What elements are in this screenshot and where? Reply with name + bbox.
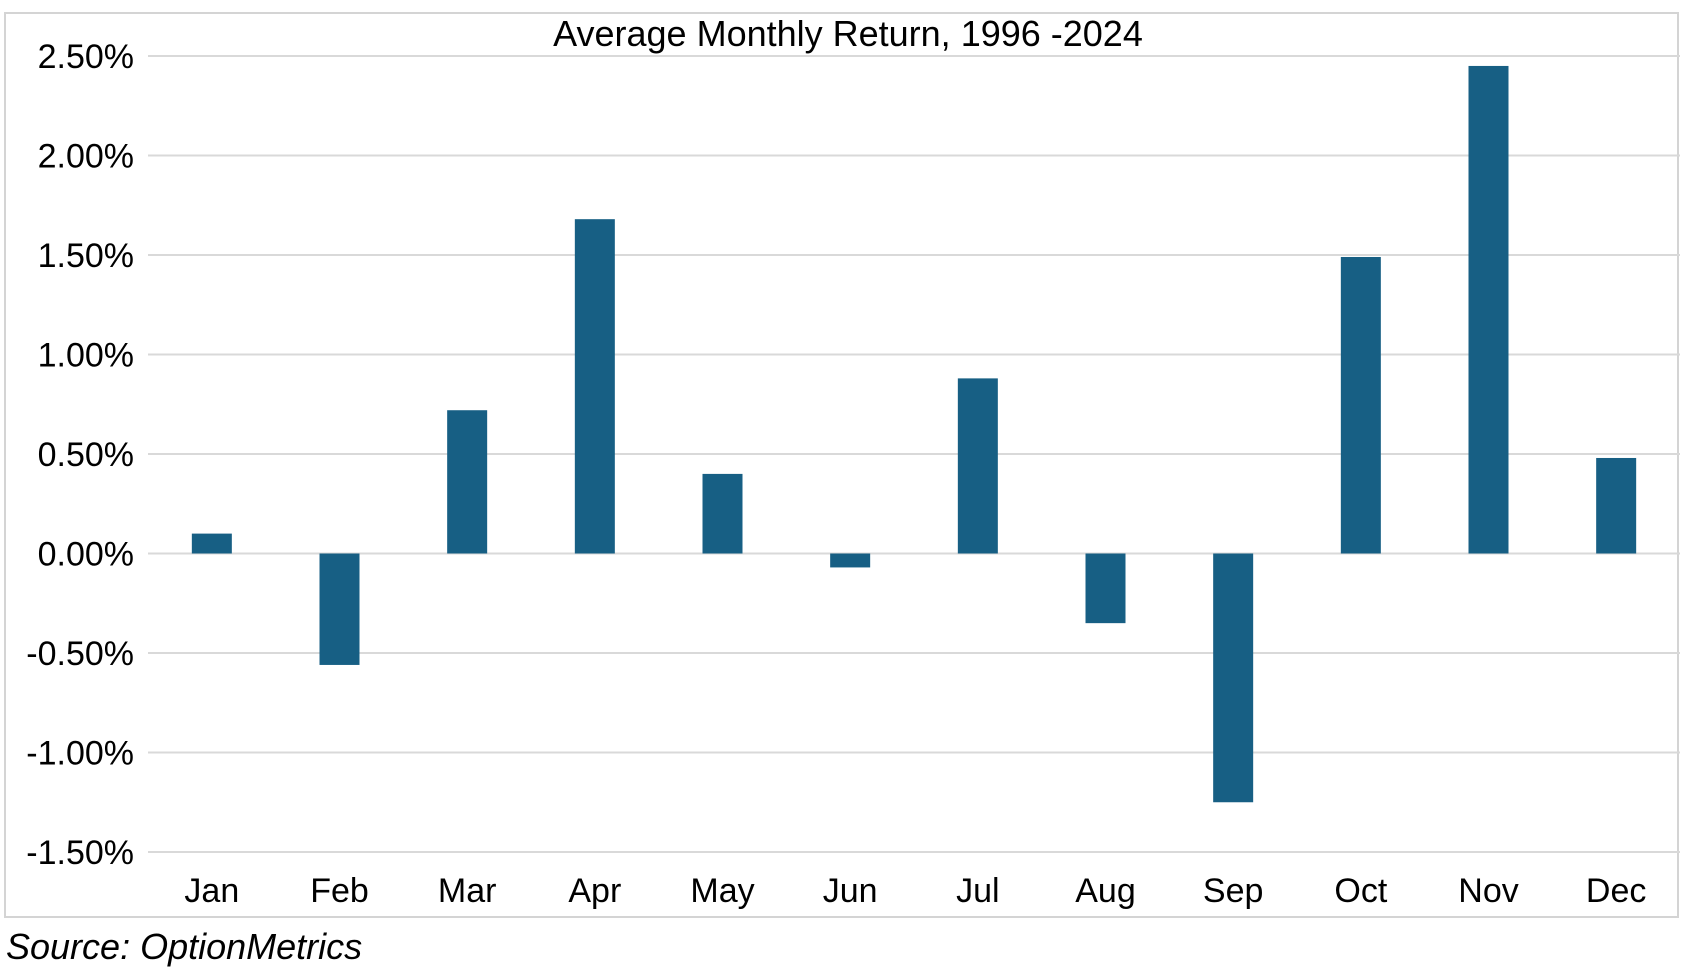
bar-may [702,473,743,554]
bar-dec [1596,457,1637,554]
y-axis-tick-labels: 2.50% 2.00% 1.50% 1.00% 0.50% 0.00% -0.50% -1.0… [26,38,134,872]
x-axis-tick-labels: Jan Feb Mar Apr May Jun Jul Aug Sep Oct Nov Dec [184,872,1646,910]
y-tick-label: -1.50% [26,834,134,872]
gridlines [148,55,1680,853]
bar-mar [447,410,488,554]
bar-jun [830,553,871,568]
y-tick-label: 0.00% [38,536,134,574]
bar-apr [574,219,615,554]
x-tick-label-may: May [690,872,754,910]
x-tick-label-aug: Aug [1075,872,1136,910]
y-tick-label: 2.50% [38,38,134,76]
chart-frame [4,12,1679,918]
bar-aug [1085,553,1126,624]
x-tick-label-mar: Mar [438,872,497,910]
bar-nov [1468,65,1509,554]
x-tick-label-feb: Feb [310,872,369,910]
x-tick-label-jun: Jun [823,872,878,910]
bar-oct [1340,256,1381,554]
source-note: Source: OptionMetrics [6,926,363,967]
y-tick-label: 1.00% [38,337,134,375]
x-tick-label-nov: Nov [1458,872,1518,910]
y-tick-label: 2.00% [38,138,134,176]
x-tick-label-apr: Apr [568,872,621,910]
bar-jul [957,378,998,554]
x-tick-label-sep: Sep [1203,872,1264,910]
y-tick-label: -1.00% [26,735,134,773]
bar-jan [191,533,232,554]
x-tick-label-dec: Dec [1586,872,1646,910]
bar-sep [1213,553,1254,803]
y-tick-label: 1.50% [38,237,134,275]
bar-feb [319,553,360,665]
x-tick-label-oct: Oct [1334,872,1387,910]
y-tick-label: 0.50% [38,436,134,474]
x-tick-label-jan: Jan [184,872,239,910]
y-tick-label: -0.50% [26,635,134,673]
x-tick-label-jul: Jul [956,872,999,910]
chart-title: Average Monthly Return, 1996 -2024 [553,13,1143,54]
bars [191,65,1637,803]
